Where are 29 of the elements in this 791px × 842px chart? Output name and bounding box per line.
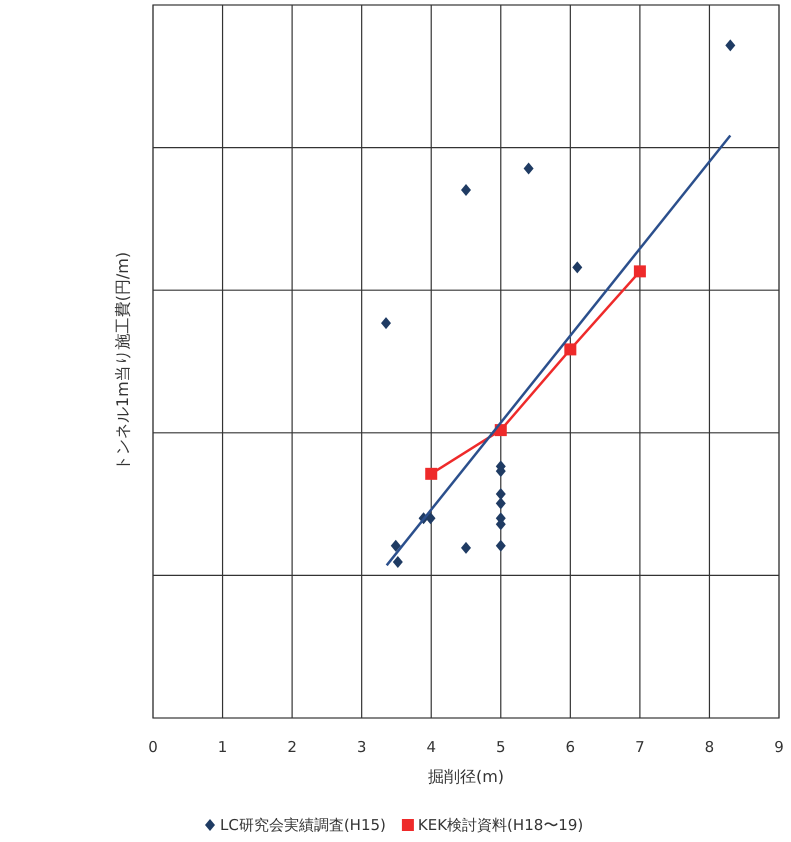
- x-tick-label: 7: [635, 738, 645, 756]
- point: [524, 162, 534, 174]
- point: [461, 184, 471, 196]
- point: [381, 317, 392, 330]
- point: [572, 261, 582, 274]
- point: [390, 540, 401, 552]
- x-tick-label: 1: [218, 738, 228, 756]
- point: [426, 512, 436, 524]
- point: [634, 265, 646, 278]
- point: [425, 468, 438, 480]
- x-tick-label: 2: [287, 738, 297, 756]
- point: [725, 39, 736, 52]
- legend-label: LC研究会実績調査(H15): [220, 816, 386, 834]
- point: [496, 488, 506, 500]
- x-tick-label: 8: [704, 738, 714, 756]
- point: [496, 540, 506, 552]
- x-tick-label: 4: [426, 738, 436, 756]
- x-tick-label: 6: [566, 738, 576, 756]
- point: [496, 497, 506, 510]
- x-tick-label: 5: [496, 738, 506, 756]
- point: [564, 343, 576, 356]
- y-axis-title: トンネル1m当り施工費(円/m): [113, 252, 132, 472]
- point: [392, 556, 403, 568]
- x-tick-label: 3: [356, 738, 366, 756]
- x-tick-label: 9: [774, 738, 784, 756]
- legend-label: KEK検討資料(H18〜19): [418, 816, 584, 834]
- x-axis-title: 掘削径(m): [428, 767, 504, 786]
- point: [461, 542, 471, 554]
- x-tick-label: 0: [148, 738, 158, 756]
